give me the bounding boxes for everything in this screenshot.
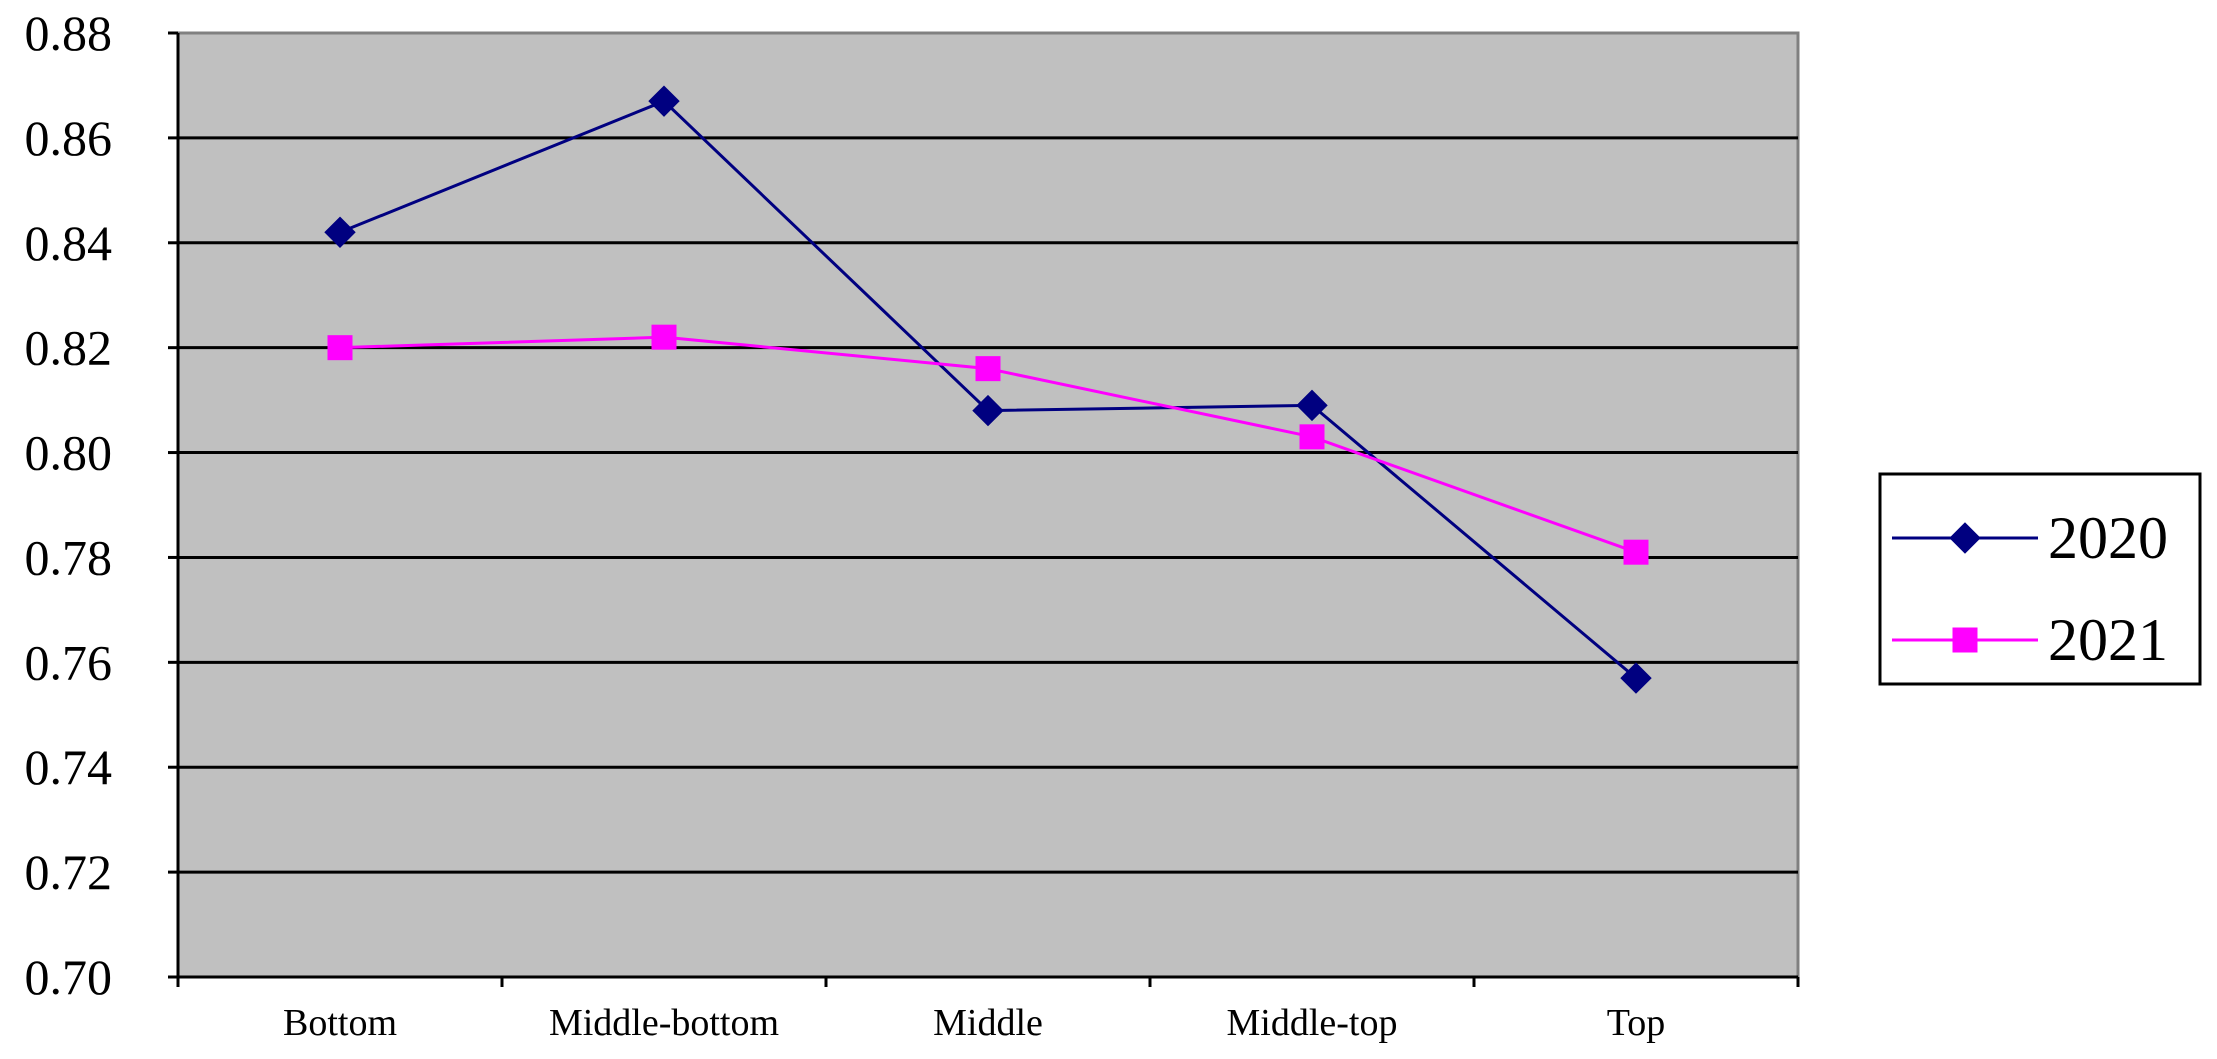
plot-area (176, 31, 1800, 979)
series-2020 (324, 85, 1652, 694)
legend-marker (1952, 627, 1978, 653)
data-point (1299, 424, 1325, 450)
y-tick-label: 0.80 (25, 425, 113, 481)
y-tick-label: 0.74 (25, 739, 113, 795)
data-point (1620, 662, 1652, 694)
data-point (651, 324, 677, 350)
legend-entry: 2021 (1892, 607, 2168, 673)
x-tick-label: Bottom (283, 1002, 397, 1044)
data-point (327, 335, 353, 361)
x-tick-label: Middle-bottom (549, 1002, 779, 1044)
x-tick-label: Middle (933, 1002, 1043, 1044)
series-2021 (327, 324, 1649, 565)
plot-background (176, 31, 1800, 979)
data-point (975, 356, 1001, 382)
legend: 2020 2021 (1878, 472, 2202, 686)
x-tick-label: Top (1607, 1002, 1666, 1044)
legend-label: 2021 (2048, 607, 2168, 673)
y-tick-label: 0.72 (25, 844, 113, 900)
x-tick-label: Middle-top (1227, 1002, 1398, 1044)
y-tick-label: 0.70 (25, 949, 113, 1005)
data-point (648, 85, 680, 117)
legend-box (1878, 472, 2202, 686)
data-point (324, 216, 356, 248)
y-tick-label: 0.88 (25, 5, 113, 61)
series-layer (324, 85, 1652, 694)
data-point (1623, 539, 1649, 565)
data-point (1296, 389, 1328, 422)
y-tick-label: 0.86 (25, 110, 113, 166)
y-tick-label: 0.82 (25, 320, 113, 376)
y-tick-label: 0.84 (25, 215, 113, 271)
legend-label: 2020 (2048, 505, 2168, 571)
y-tick-label: 0.76 (25, 634, 113, 690)
axis-layer: 0.70 0.72 0.74 0.76 0.78 0.80 0.82 0.84 0.86 0.88… (25, 5, 1800, 1044)
legend-marker (1949, 522, 1981, 554)
y-tick-label: 0.78 (25, 529, 113, 585)
legend-entry: 2020 (1892, 505, 2168, 571)
data-point (972, 394, 1004, 427)
